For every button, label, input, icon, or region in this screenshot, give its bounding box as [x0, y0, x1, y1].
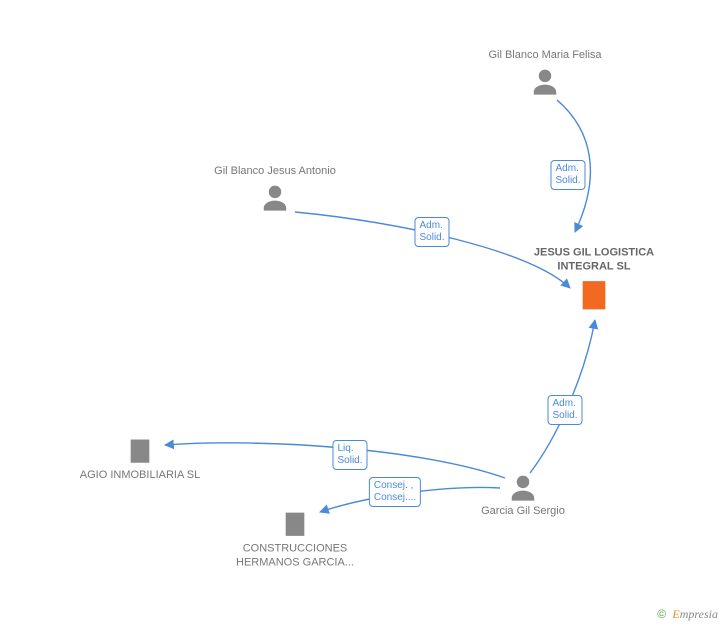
person-icon [260, 183, 290, 213]
node-label: Gil Blanco Jesus Antonio [205, 165, 345, 179]
edge-label-p3-c2: Liq. Solid. [332, 440, 367, 470]
node-company-construcciones-hermanos-garcia[interactable]: CONSTRUCCIONES HERMANOS GARCIA... [225, 510, 365, 570]
node-person-gil-blanco-maria-felisa[interactable]: Gil Blanco Maria Felisa [475, 49, 615, 99]
edge-label-p1-c1: Adm. Solid. [550, 160, 585, 190]
brand-rest: mpresia [680, 607, 718, 621]
building-icon [281, 510, 309, 538]
edge-label-p3-c1: Adm. Solid. [547, 395, 582, 425]
node-label: JESUS GIL LOGISTICA INTEGRAL SL [524, 246, 664, 274]
building-icon [126, 437, 154, 465]
edge-label-p2-c1: Adm. Solid. [414, 217, 449, 247]
copyright-symbol: © [657, 607, 666, 621]
building-icon [577, 278, 611, 312]
node-company-jesus-gil-logistica[interactable]: JESUS GIL LOGISTICA INTEGRAL SL [524, 246, 664, 314]
node-label: Garcia Gil Sergio [453, 505, 593, 519]
person-icon [530, 67, 560, 97]
node-person-gil-blanco-jesus-antonio[interactable]: Gil Blanco Jesus Antonio [205, 165, 345, 215]
node-label: Gil Blanco Maria Felisa [475, 49, 615, 63]
node-company-agio-inmobiliaria[interactable]: AGIO INMOBILIARIA SL [70, 437, 210, 483]
edge-label-p3-c3: Consej. , Consej.... [369, 477, 421, 507]
diagram-canvas: Adm. Solid. Adm. Solid. Adm. Solid. Liq.… [0, 0, 728, 630]
brand-first-letter: E [672, 607, 679, 621]
person-icon [508, 473, 538, 503]
node-person-garcia-gil-sergio[interactable]: Garcia Gil Sergio [453, 473, 593, 523]
node-label: CONSTRUCCIONES HERMANOS GARCIA... [225, 542, 365, 570]
watermark: © Empresia [657, 607, 718, 622]
node-label: AGIO INMOBILIARIA SL [70, 469, 210, 483]
